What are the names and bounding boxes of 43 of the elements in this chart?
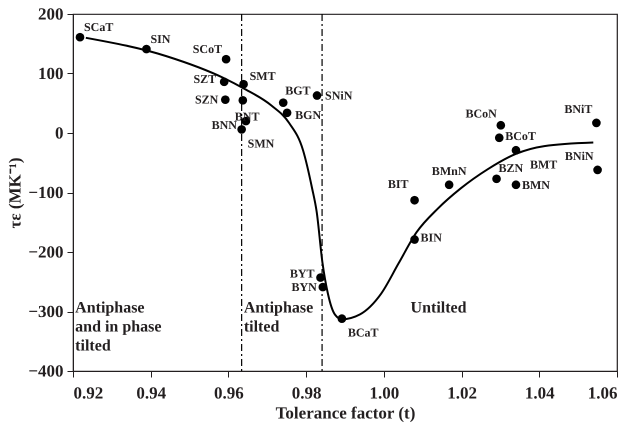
x-tick-label: 1.06	[588, 384, 618, 402]
x-tick-label: 0.92	[74, 384, 104, 402]
data-label: SCaT	[84, 20, 114, 34]
annotation: Antiphase and in phase tilted	[75, 300, 162, 355]
data-label: BCoN	[465, 106, 498, 120]
x-tick-label: 1.04	[524, 384, 556, 402]
data-label: SZN	[194, 92, 219, 107]
data-label: SNiN	[325, 88, 353, 103]
x-axis-title: Tolerance factor (t)	[276, 404, 416, 422]
data-label: BNiT	[564, 102, 592, 116]
data-label: BMN	[522, 178, 550, 192]
data-label: BMT	[530, 157, 558, 172]
y-axis-title: τε (MK⁻¹)	[5, 157, 24, 229]
x-tick-label: 0.96	[214, 384, 244, 402]
x-tick-label: 0.94	[136, 384, 167, 402]
y-tick-label: −400	[28, 362, 64, 380]
annotation: Untilted	[410, 300, 467, 317]
data-label: BYN	[292, 280, 318, 294]
data-label: BCaT	[348, 326, 379, 340]
x-tick-label: 1.02	[447, 384, 477, 402]
data-label: SZT	[193, 72, 216, 86]
data-label: BYT	[290, 266, 315, 281]
data-label: BGT	[285, 84, 311, 98]
data-label: BIT	[388, 177, 409, 192]
y-tick-label: −200	[28, 242, 64, 262]
y-tick-label: −100	[28, 183, 64, 202]
data-label: SMT	[250, 69, 276, 84]
data-label: BGN	[295, 108, 322, 122]
data-label: SMN	[248, 136, 275, 150]
data-label: BCoT	[505, 128, 536, 143]
data-label: BZN	[498, 160, 524, 175]
data-label: BMnN	[432, 164, 467, 178]
y-tick-label: −300	[28, 302, 64, 321]
data-label: SIN	[150, 32, 171, 46]
y-tick-label: 0	[55, 124, 64, 142]
y-tick-label: 100	[38, 64, 64, 83]
data-label: BIN	[420, 230, 442, 245]
data-label: BNiN	[564, 148, 594, 163]
data-label: SCoT	[192, 42, 222, 56]
annotation: Antiphase tilted	[244, 300, 314, 336]
y-tick-label: 200	[38, 4, 64, 24]
x-tick-label: 1.00	[369, 384, 400, 402]
x-tick-label: 0.98	[292, 384, 322, 402]
